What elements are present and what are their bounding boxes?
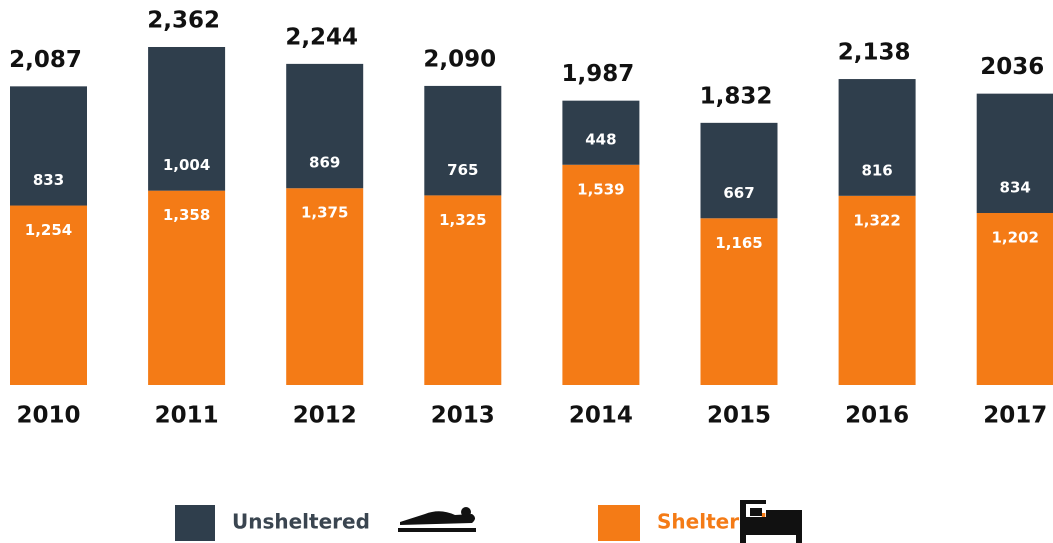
total-label: 2,138 [838,40,911,66]
data-label: 667 [723,184,754,202]
total-label: 2,087 [9,47,82,73]
bar-segment [424,195,502,385]
total-label: 2,362 [147,7,220,33]
data-label: 816 [861,161,892,179]
bar-segment [286,63,364,189]
bed-icon [740,500,802,543]
data-label: 833 [33,171,64,189]
bar-segment [286,188,364,385]
bar-segment [148,190,226,385]
data-label: 1,254 [25,221,72,239]
data-label: 1,322 [853,211,900,229]
data-label: 448 [585,130,616,148]
data-label: 1,325 [439,211,486,229]
total-label: 1,987 [562,61,635,87]
data-label: 1,165 [715,234,762,252]
data-label: 1,202 [991,228,1038,246]
x-tick-label: 2016 [845,403,909,429]
bar-segment [838,195,916,385]
total-label: 1,832 [700,83,773,109]
sleeping-person-icon [398,507,476,532]
data-label: 869 [309,154,340,172]
data-label: 765 [447,161,478,179]
total-label: 2,090 [423,46,496,72]
data-label: 1,539 [577,180,624,198]
bar-segment [10,86,87,206]
x-tick-label: 2011 [155,403,219,429]
legend: Unsheltered Sheltered [175,500,802,543]
bar-segment [424,85,502,196]
bar-segment [562,164,640,385]
bar-segment [976,212,1053,385]
bar-segment [976,93,1053,213]
data-label: 834 [1000,178,1031,196]
bar-segment [700,218,778,385]
legend-swatch [175,505,215,541]
x-tick-label: 2015 [707,403,771,429]
bar-segment [10,205,87,385]
x-tick-label: 2013 [431,403,495,429]
data-label: 1,375 [301,204,348,222]
legend-label: Unsheltered [232,510,370,534]
bar-segment [838,79,916,196]
legend-swatch [598,505,640,541]
bar-segment [700,122,778,219]
x-tick-label: 2010 [16,403,80,429]
x-tick-label: 2017 [983,403,1047,429]
bar-segment [562,100,640,165]
total-label: 2036 [980,54,1044,80]
bar-segment [148,46,226,191]
total-label: 2,244 [285,24,358,50]
x-tick-label: 2014 [569,403,633,429]
data-label: 1,358 [163,206,210,224]
x-tick-label: 2012 [293,403,357,429]
data-label: 1,004 [163,156,210,174]
